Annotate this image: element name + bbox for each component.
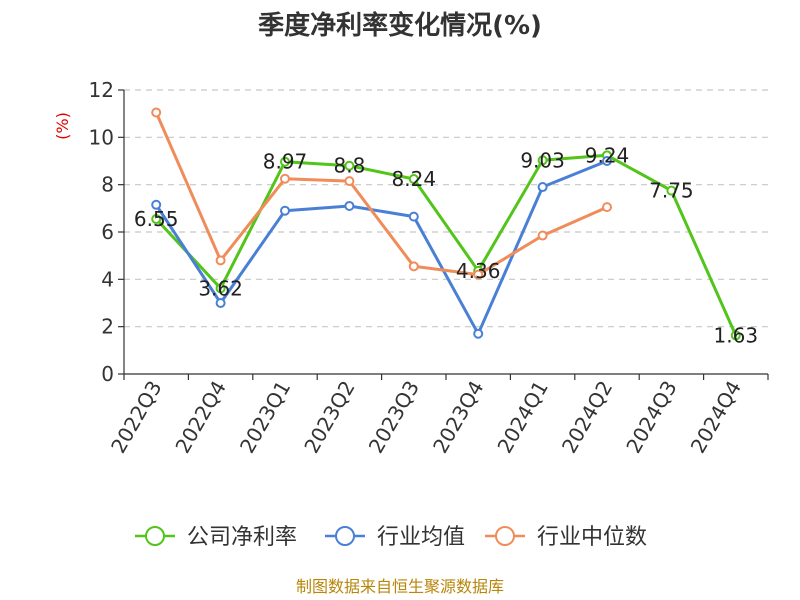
data-label: 9.24 [585, 143, 630, 167]
y-tick-label: 10 [89, 125, 114, 149]
data-point [344, 176, 355, 187]
y-tick-label: 12 [89, 78, 114, 102]
data-label: 3.62 [198, 276, 243, 300]
data-label: 4.36 [456, 259, 501, 283]
x-tick-label: 2024Q4 [686, 377, 746, 458]
data-point [473, 328, 484, 339]
data-point [408, 261, 419, 272]
y-tick-label: 2 [101, 315, 114, 339]
data-label: 8.24 [392, 167, 437, 191]
data-label-layer: 6.55 3.62 8.97 8.8 8.24 4.36 9.03 9.24 7.75 1.63 [134, 143, 758, 347]
x-tick-label: 2023Q1 [235, 377, 295, 458]
data-point [151, 107, 162, 118]
grid-layer [124, 89, 768, 328]
x-tick-label: 2022Q3 [106, 377, 166, 458]
legend-item-3: 行业中位数 [485, 525, 647, 550]
data-point [280, 156, 290, 167]
source-note: 制图数据来自恒生聚源数据库 [296, 577, 504, 596]
data-point [537, 155, 548, 166]
data-point [408, 211, 419, 222]
legend-marker [495, 526, 515, 546]
x-tick-label: 2024Q3 [621, 377, 681, 458]
data-label: 8.97 [263, 150, 308, 174]
y-tick-label: 4 [101, 267, 114, 291]
data-point [730, 330, 741, 341]
series-line [155, 153, 738, 337]
data-point [344, 200, 355, 211]
legend-label: 行业均值 [377, 525, 465, 550]
data-point [215, 283, 226, 294]
data-point [151, 199, 162, 210]
data-point [280, 205, 290, 216]
x-tick-label: 2023Q4 [428, 377, 488, 458]
data-label: 1.63 [714, 323, 759, 347]
data-point [602, 156, 612, 166]
x-tick-label: 2024Q1 [492, 377, 552, 458]
data-point [408, 173, 419, 184]
series-line [154, 159, 608, 336]
data-point [602, 202, 612, 213]
data-point [344, 160, 355, 171]
data-label: 7.75 [649, 179, 694, 203]
y-tick-label: 0 [101, 362, 114, 386]
data-label: 8.8 [333, 154, 365, 178]
legend-marker [145, 526, 165, 546]
legend-item-2: 行业均值 [325, 525, 465, 550]
legend-item-1: 公司净利率 [135, 525, 297, 550]
series-3 [151, 107, 612, 280]
series-layer [151, 107, 741, 341]
data-label: 6.55 [134, 207, 179, 231]
chart-title: 季度净利率变化情况(%) [258, 10, 542, 41]
y-tick-label: 8 [101, 173, 114, 197]
legend: 公司净利率 行业均值 行业中位数 [135, 525, 647, 550]
legend-marker [335, 526, 355, 546]
series-2 [151, 156, 612, 339]
data-point [215, 255, 226, 266]
legend-label: 公司净利率 [187, 525, 297, 550]
x-tick-label: 2022Q4 [170, 377, 230, 458]
data-point [537, 182, 548, 193]
y-tick-label: 6 [101, 220, 114, 244]
data-point [280, 173, 290, 184]
x-tick-label: 2023Q3 [364, 377, 424, 458]
data-point [151, 213, 162, 224]
data-point [537, 230, 548, 241]
x-tick-label: 2024Q2 [557, 377, 617, 458]
data-point [666, 185, 677, 196]
y-axis-label: (%) [53, 112, 72, 140]
data-point [473, 269, 484, 280]
legend-label: 行业中位数 [537, 525, 647, 550]
data-label: 9.03 [520, 148, 565, 172]
x-tick-label: 2023Q2 [299, 377, 359, 458]
data-point [215, 298, 226, 308]
series-line [154, 111, 608, 277]
